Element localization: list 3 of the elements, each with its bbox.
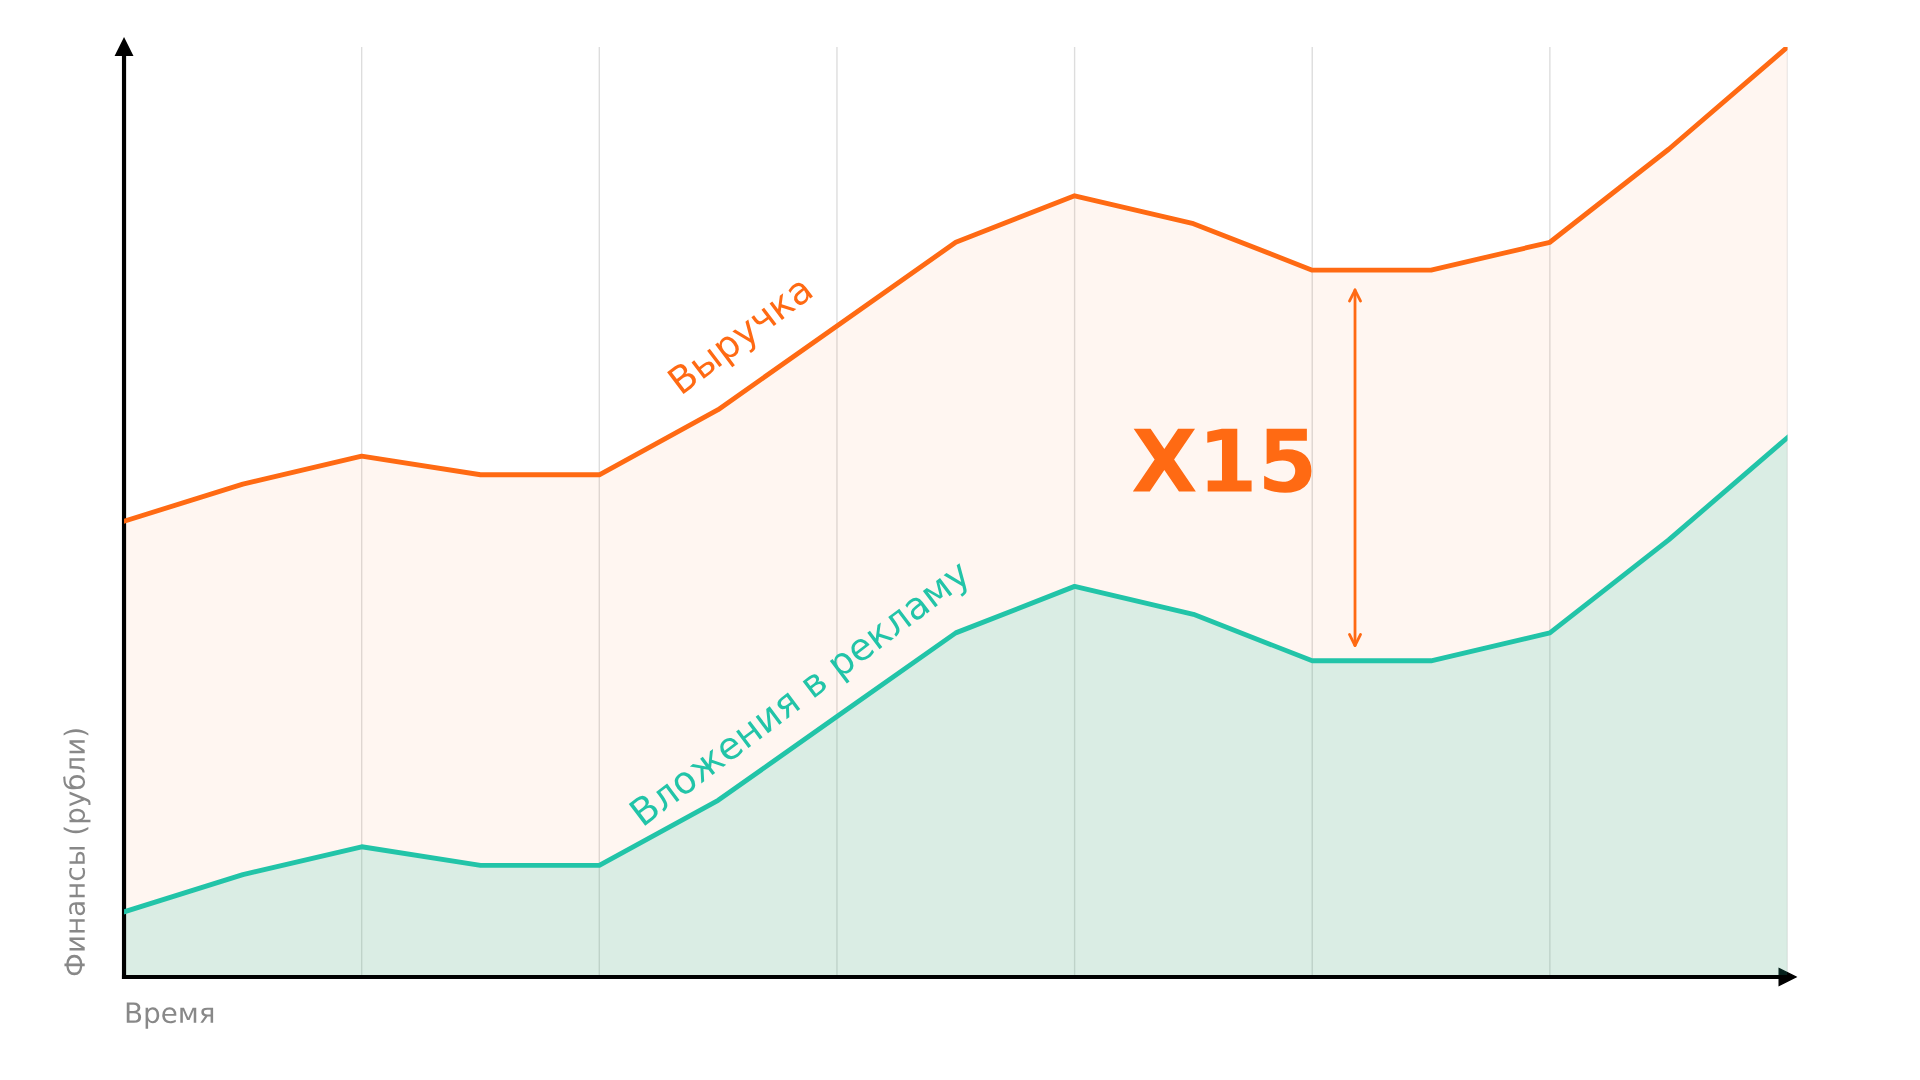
x-axis-title: Время (126, 1002, 214, 1029)
y-axis-title: Финансы (рубли) (63, 729, 91, 976)
annotation: X15 (1132, 428, 1312, 493)
